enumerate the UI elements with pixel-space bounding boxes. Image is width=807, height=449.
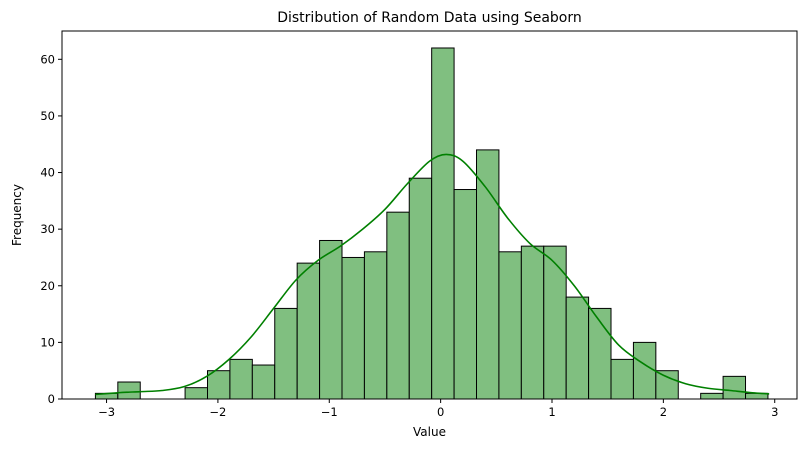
histogram-bar: [341, 256, 365, 400]
histogram-bar: [251, 364, 276, 400]
chart-title: Distribution of Random Data using Seabor…: [277, 10, 582, 26]
histogram-bar: [565, 296, 590, 400]
y-tick-label: 50: [40, 109, 55, 123]
histogram-bar: [296, 262, 321, 400]
x-tick-label: 3: [771, 405, 778, 419]
histogram-bar: [408, 177, 433, 400]
histogram-bar: [722, 375, 747, 400]
y-axis-label: Frequency: [10, 184, 24, 246]
y-tick-label: 10: [40, 335, 55, 349]
histogram-bar: [184, 387, 208, 400]
plot-frame: [61, 30, 798, 400]
y-tick-label: 20: [40, 279, 55, 293]
histogram-bar: [700, 392, 724, 400]
histogram-bar: [363, 251, 388, 400]
x-tick-label: 2: [660, 405, 667, 419]
histogram-bar: [117, 381, 141, 400]
y-tick-label: 60: [40, 52, 55, 66]
histogram-bar: [206, 370, 231, 400]
x-tick-label: −1: [321, 405, 338, 419]
histogram-bar: [476, 149, 500, 400]
histogram-bar: [543, 245, 567, 400]
histogram-bar: [431, 47, 455, 400]
x-axis-label: Value: [413, 425, 446, 439]
y-tick-label: 30: [40, 222, 55, 236]
histogram-bar: [655, 370, 679, 400]
histogram-bar: [610, 358, 634, 400]
y-axis-ticks: 0 10 20 30 40 50 60: [40, 52, 62, 406]
histogram-bar: [386, 211, 410, 400]
x-tick-label: −3: [98, 405, 115, 419]
x-tick-label: 1: [548, 405, 555, 419]
y-tick-label: 0: [48, 392, 55, 406]
x-tick-label: 0: [437, 405, 444, 419]
histogram-bar: [520, 245, 545, 400]
histogram-bar: [498, 251, 522, 400]
histogram-bar: [632, 341, 657, 400]
x-tick-label: −2: [209, 405, 226, 419]
kde-layer: [95, 153, 770, 396]
histogram-bar: [274, 307, 298, 400]
histogram-bar: [229, 358, 253, 400]
histogram-bar: [453, 189, 478, 400]
x-axis-ticks: −3 −2 −1 0 1 2 3: [98, 399, 778, 419]
bars-layer: [94, 47, 769, 400]
histogram-bar: [319, 239, 343, 400]
kde-line: [95, 153, 770, 396]
y-tick-label: 40: [40, 166, 55, 180]
